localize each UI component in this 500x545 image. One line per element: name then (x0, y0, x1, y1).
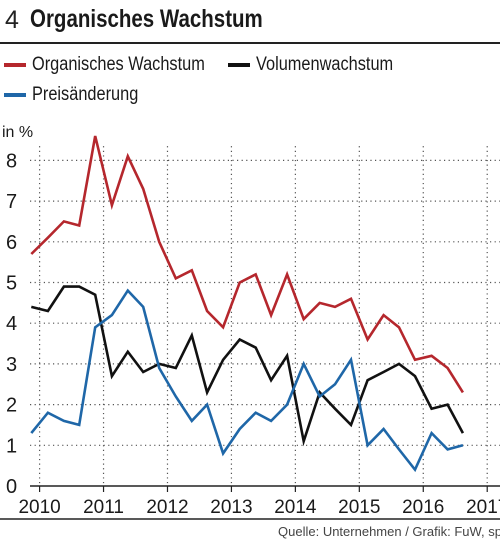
chart-header: 4 Organisches Wachstum (0, 0, 500, 44)
x-tick-label-2013: 2013 (210, 497, 252, 518)
y-tick-label-4: 4 (6, 313, 17, 335)
y-tick-label-6: 6 (6, 232, 17, 254)
y-tick-label-7: 7 (6, 191, 17, 213)
y-tick-label-5: 5 (6, 273, 17, 295)
header-rule (0, 42, 500, 44)
y-tick-label-0: 0 (6, 476, 17, 498)
legend-item-organisches-wachstum: Organisches Wachstum (4, 54, 233, 76)
y-tick-label-2: 2 (6, 395, 17, 417)
legend-swatch-organisches-wachstum (4, 63, 26, 67)
legend-swatch-volumenwachstum (228, 63, 250, 67)
x-tick-label-2014: 2014 (274, 497, 317, 518)
legend-item-preisaenderung: Preisänderung (4, 84, 156, 106)
series-line-volumenwachstum (30, 285, 465, 447)
x-tick-label-2016: 2016 (402, 497, 444, 518)
x-tick-label-2011: 2011 (83, 497, 124, 518)
x-tick-label-2010: 2010 (18, 497, 60, 518)
x-tick-label-2012: 2012 (146, 497, 188, 518)
y-tick-label-3: 3 (6, 354, 17, 376)
x-tick-label-2015: 2015 (338, 497, 380, 518)
legend-label-volumenwachstum: Volumenwachstum (256, 54, 394, 75)
y-tick-label-8: 8 (6, 150, 17, 172)
x-tick-label-2017: 2017 (466, 497, 500, 518)
source-note-cutoff (150, 541, 500, 545)
legend-item-volumenwachstum: Volumenwachstum (228, 54, 415, 76)
legend-swatch-preisaenderung (4, 93, 26, 97)
y-tick-label-1: 1 (6, 435, 17, 457)
legend-label-preisaenderung: Preisänderung (32, 84, 139, 105)
source-note: Quelle: Unternehmen / Grafik: FuW, sp (278, 524, 500, 539)
y-axis-unit-label: in % (2, 124, 34, 141)
legend: Organisches Wachstum Volumenwachstum Pre… (0, 52, 500, 114)
series-line-organisches-wachstum (30, 135, 465, 394)
chart-title: Organisches Wachstum (30, 5, 263, 33)
legend-label-organisches-wachstum: Organisches Wachstum (32, 54, 205, 75)
chart-number: 4 (5, 6, 19, 34)
series-line-preisaenderung (30, 288, 464, 473)
